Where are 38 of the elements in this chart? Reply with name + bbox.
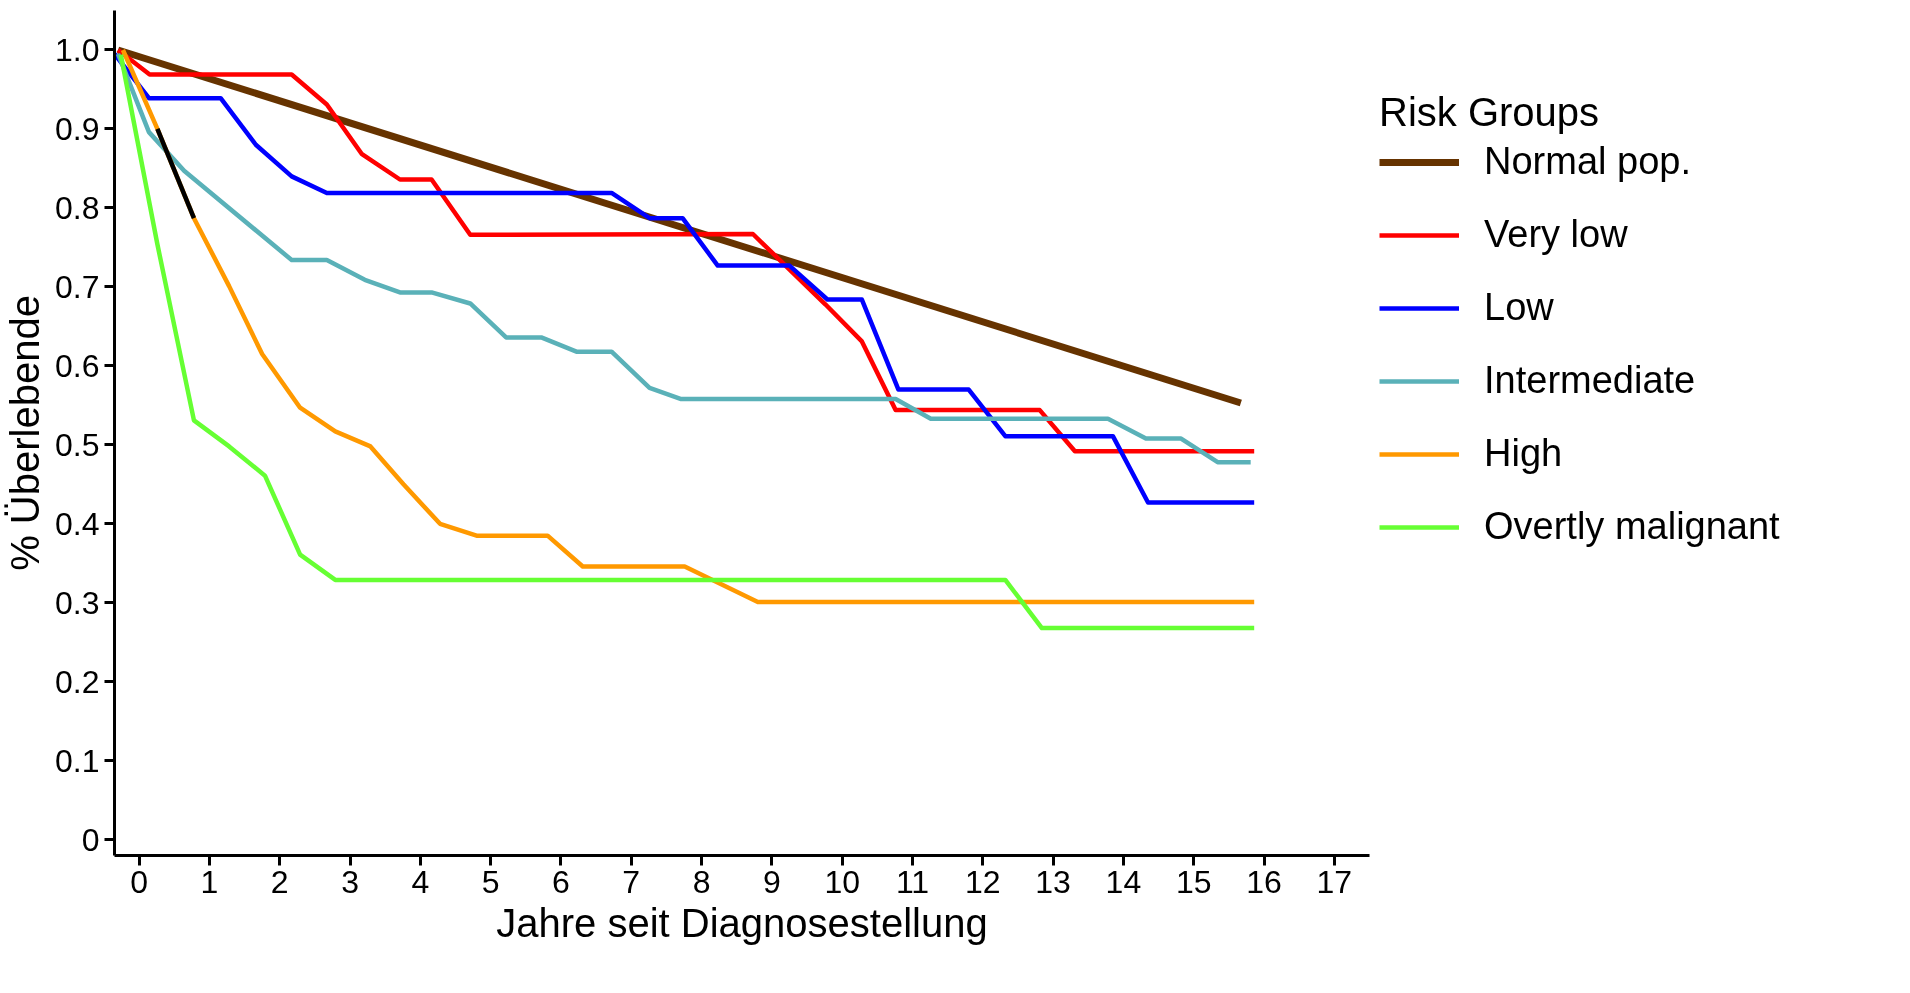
- x-tick-label: 5: [481, 863, 500, 900]
- x-tick-label: 10: [824, 863, 860, 900]
- x-tick-label: 12: [965, 863, 1001, 900]
- x-tick-label: 14: [1105, 863, 1142, 900]
- y-tick-label: 0.3: [55, 584, 100, 621]
- legend-label: Very low: [1484, 213, 1628, 256]
- x-axis-title: Jahre seit Diagnosestellung: [496, 900, 988, 945]
- x-tick-label: 13: [1035, 863, 1071, 900]
- x-tick-label: 0: [130, 863, 149, 900]
- y-tick-label: 1.0: [55, 31, 100, 68]
- y-tick-label: 0: [81, 821, 100, 858]
- legend-label: Overtly malignant: [1484, 505, 1780, 548]
- y-tick-label: 0.4: [55, 505, 100, 542]
- legend-label: Normal pop.: [1484, 140, 1691, 183]
- legend-label: Intermediate: [1484, 359, 1696, 402]
- y-axis-title: % Überlebende: [3, 295, 48, 571]
- y-tick-label: 0.2: [55, 663, 100, 700]
- x-tick-label: 7: [622, 863, 641, 900]
- x-tick-label: 1: [200, 863, 219, 900]
- x-tick-label: 4: [411, 863, 430, 900]
- x-tick-label: 15: [1175, 863, 1212, 900]
- y-tick-label: 0.1: [55, 742, 100, 779]
- legend-label: Low: [1484, 286, 1554, 329]
- x-tick-label: 3: [341, 863, 359, 900]
- y-tick-label: 0.5: [55, 426, 100, 463]
- x-tick-label: 17: [1316, 863, 1353, 900]
- y-tick-label: 0.9: [55, 110, 100, 147]
- x-tick-label: 6: [552, 863, 570, 900]
- legend-title: Risk Groups: [1379, 90, 1601, 135]
- legend-label: High: [1484, 432, 1563, 475]
- x-tick-label: 9: [762, 863, 781, 900]
- x-tick-label: 11: [895, 863, 930, 900]
- y-tick-label: 0.8: [55, 189, 100, 226]
- x-tick-label: 8: [692, 863, 711, 900]
- x-tick-label: 2: [270, 863, 289, 900]
- x-tick-label: 16: [1246, 863, 1282, 900]
- y-tick-label: 0.7: [55, 268, 100, 305]
- y-tick-label: 0.6: [55, 347, 100, 384]
